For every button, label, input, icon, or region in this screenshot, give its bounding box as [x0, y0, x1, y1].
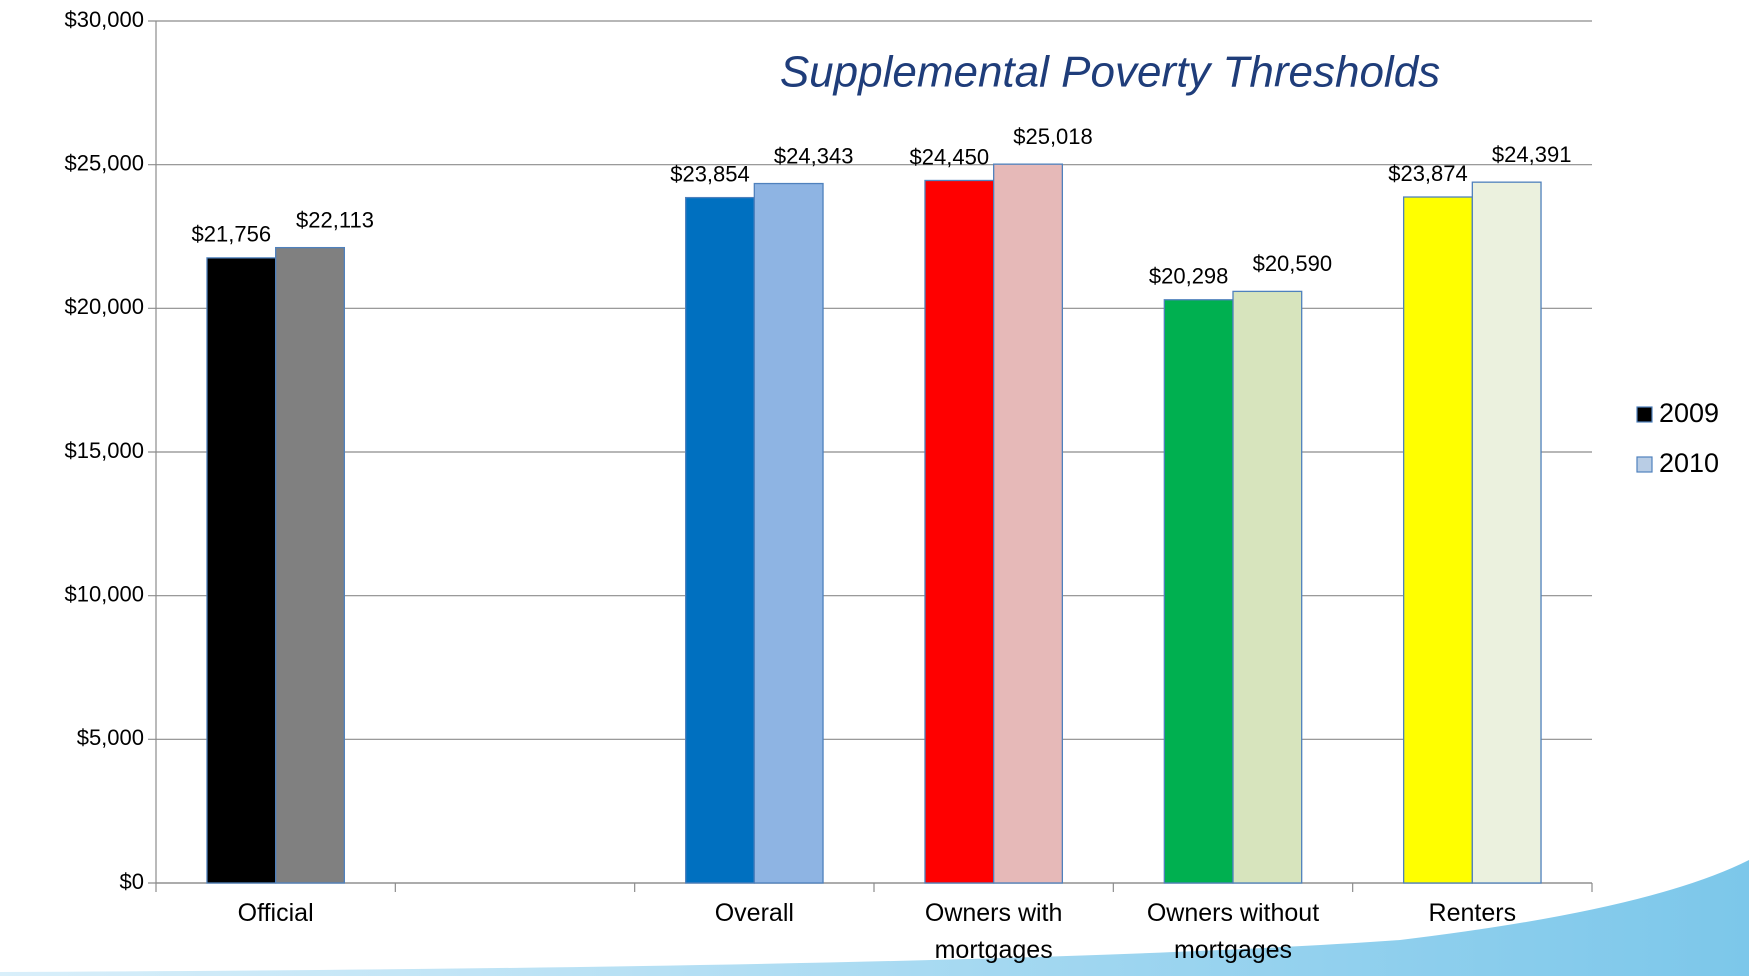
bar	[1402, 196, 1473, 884]
bar	[1163, 299, 1234, 884]
value-label: $23,874	[1388, 161, 1468, 186]
y-tick-label: $10,000	[64, 581, 144, 606]
x-tick-label: Owners with mortgages	[924, 899, 1063, 964]
x-tick-label: Overall	[714, 899, 794, 927]
value-label: $24,450	[910, 144, 990, 169]
value-label: $21,756	[192, 222, 272, 247]
value-label: $23,854	[670, 161, 750, 186]
value-label: $20,298	[1149, 264, 1229, 289]
x-tick-label: Owners without mortgages	[1146, 899, 1320, 964]
bar	[684, 196, 755, 884]
value-label: $22,113	[296, 207, 374, 232]
x-tick-label: Renters	[1428, 899, 1517, 927]
bar	[924, 179, 995, 884]
y-tick-label: $15,000	[64, 438, 144, 463]
decor-swoosh	[0, 860, 1749, 976]
legend-swatch	[1636, 456, 1653, 473]
y-tick-label: $20,000	[64, 294, 144, 319]
legend-label: 2010	[1659, 448, 1719, 478]
value-label: $24,343	[774, 143, 854, 168]
bar	[993, 163, 1064, 884]
bar	[753, 182, 824, 884]
y-tick-label: $25,000	[64, 150, 144, 175]
value-label: $20,590	[1253, 251, 1333, 276]
bar	[275, 246, 346, 884]
bar	[206, 257, 277, 884]
value-label: $24,391	[1492, 142, 1572, 167]
chart-title: Supplemental Poverty Thresholds	[780, 48, 1440, 97]
x-tick-label: Official	[237, 899, 314, 927]
bar	[1232, 290, 1303, 884]
value-label: $25,018	[1013, 124, 1093, 149]
legend-label: 2009	[1659, 398, 1719, 428]
y-tick-label: $5,000	[77, 725, 144, 750]
y-tick-label: $30,000	[64, 7, 144, 32]
bar	[1471, 181, 1542, 884]
y-tick-label: $0	[120, 869, 144, 894]
legend-swatch	[1636, 406, 1653, 423]
